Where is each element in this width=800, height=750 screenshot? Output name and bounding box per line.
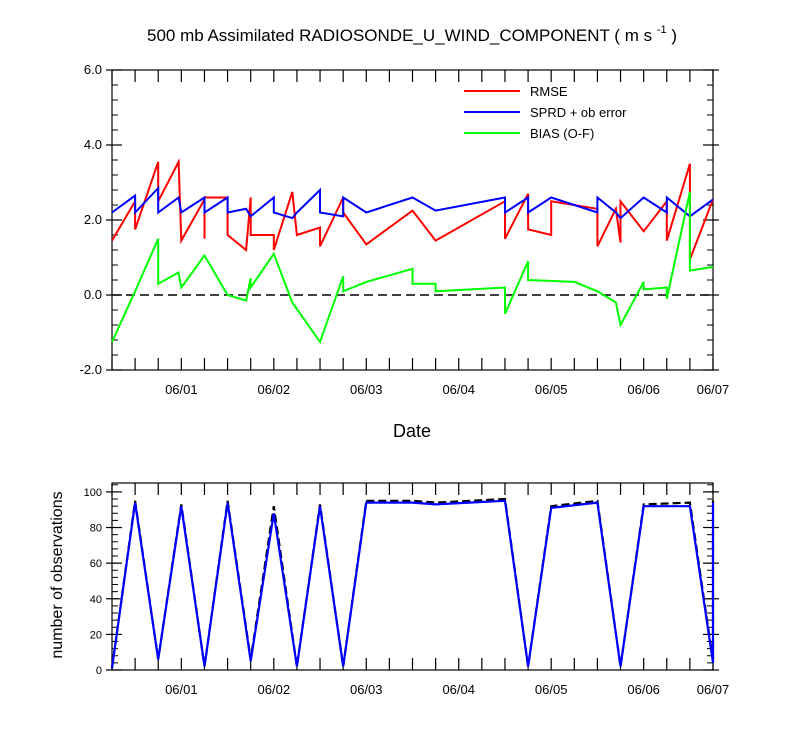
series-line-rmse xyxy=(111,158,714,260)
bottom-axes: 06/01 06/02 06/03 06/04 06/05 06/06 06/07 0 20 40… xyxy=(84,482,730,697)
y-tick-label: 0.0 xyxy=(84,287,102,302)
x-tick-label: 06/07 xyxy=(697,382,730,397)
x-tick-label: 06/02 xyxy=(258,382,291,397)
y-tick-label: -2.0 xyxy=(80,362,102,377)
legend-label: RMSE xyxy=(530,84,568,99)
y-tick-label: 100 xyxy=(84,487,102,499)
y-tick-label: 2.0 xyxy=(84,212,102,227)
x-tick-label: 06/03 xyxy=(350,682,383,697)
x-tick-label: 06/06 xyxy=(627,682,660,697)
chart-title-paren-open: ( xyxy=(614,26,624,45)
legend: RMSE SPRD + ob error BIAS (O-F) xyxy=(464,84,627,141)
y-axis-label-observations: number of observations xyxy=(49,491,66,658)
top-series xyxy=(111,158,714,345)
x-tick-label: 06/05 xyxy=(535,382,568,397)
chart-title: 500 mb Assimilated RADIOSONDE_U_WIND_COM… xyxy=(147,18,677,45)
x-tick-label: 06/06 xyxy=(627,382,660,397)
y-tick-label: 80 xyxy=(90,523,102,535)
x-tick-label: 06/04 xyxy=(442,382,475,397)
y-tick-label: 40 xyxy=(90,594,102,606)
series-line-assimilated-observations xyxy=(110,499,715,669)
x-tick-label: 06/07 xyxy=(697,682,730,697)
x-tick-label: 06/01 xyxy=(165,382,198,397)
x-tick-label: 06/01 xyxy=(165,682,198,697)
chart-title-units: m s xyxy=(625,26,652,45)
chart-title-units-exp: -1 xyxy=(657,24,667,36)
x-axis-label: Date xyxy=(393,421,431,441)
top-axes: 06/01 06/02 06/03 06/04 06/05 06/06 06/07 -2.0 0… xyxy=(80,62,730,397)
series-line-sprd-ob-error xyxy=(111,185,714,220)
x-tick-label: 06/03 xyxy=(350,382,383,397)
y-tick-label: 4.0 xyxy=(84,137,102,152)
y-tick-label: 0 xyxy=(96,665,102,677)
plot-frame xyxy=(111,482,714,671)
chart-title-paren-close: ) xyxy=(671,26,677,45)
x-tick-label: 06/04 xyxy=(442,682,475,697)
y-tick-label: 6.0 xyxy=(84,62,102,77)
bottom-series xyxy=(110,497,715,669)
chart-title-main: 500 mb Assimilated RADIOSONDE_U_WIND_COM… xyxy=(147,26,610,45)
top-chart: 500 mb Assimilated RADIOSONDE_U_WIND_COM… xyxy=(80,18,730,441)
x-tick-label: 06/02 xyxy=(258,682,291,697)
x-tick-label: 06/05 xyxy=(535,682,568,697)
y-tick-label: 60 xyxy=(90,558,102,570)
bottom-chart: 06/01 06/02 06/03 06/04 06/05 06/06 06/07 0 20 40… xyxy=(49,482,730,697)
series-line-bias-o-f xyxy=(111,191,714,345)
legend-label: BIAS (O-F) xyxy=(530,126,594,141)
y-tick-label: 20 xyxy=(90,629,102,641)
legend-label: SPRD + ob error xyxy=(530,105,627,120)
